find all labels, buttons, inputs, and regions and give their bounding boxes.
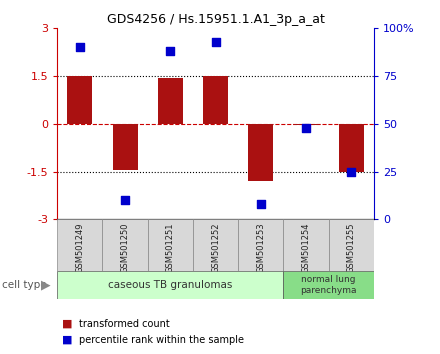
Text: GSM501254: GSM501254: [301, 222, 311, 273]
Bar: [148, 219, 193, 271]
Text: GSM501252: GSM501252: [211, 222, 220, 273]
Text: ▶: ▶: [41, 279, 51, 291]
Bar: [158, 78, 183, 124]
Bar: [193, 219, 238, 271]
Title: GDS4256 / Hs.15951.1.A1_3p_a_at: GDS4256 / Hs.15951.1.A1_3p_a_at: [106, 13, 325, 26]
Point: [76, 45, 83, 50]
Bar: [283, 271, 374, 299]
Bar: [57, 271, 283, 299]
Bar: [57, 219, 103, 271]
Text: caseous TB granulomas: caseous TB granulomas: [108, 280, 232, 290]
Bar: [67, 76, 92, 124]
Bar: [283, 219, 329, 271]
Text: normal lung
parenchyma: normal lung parenchyma: [301, 275, 357, 295]
Point: [212, 39, 219, 45]
Text: GSM501255: GSM501255: [347, 222, 356, 273]
Text: percentile rank within the sample: percentile rank within the sample: [79, 335, 244, 345]
Text: transformed count: transformed count: [79, 319, 170, 329]
Text: ■: ■: [62, 335, 72, 345]
Point: [167, 48, 174, 54]
Bar: [113, 124, 138, 170]
Bar: [293, 124, 319, 125]
Bar: [238, 219, 283, 271]
Text: ■: ■: [62, 319, 72, 329]
Text: cell type: cell type: [2, 280, 47, 290]
Text: GSM501249: GSM501249: [75, 222, 84, 273]
Text: GSM501250: GSM501250: [121, 222, 130, 273]
Text: GSM501253: GSM501253: [257, 222, 265, 273]
Bar: [203, 76, 228, 124]
Point: [257, 201, 264, 207]
Point: [121, 198, 128, 203]
Bar: [249, 124, 273, 181]
Text: GSM501251: GSM501251: [166, 222, 175, 273]
Bar: [103, 219, 148, 271]
Bar: [329, 219, 374, 271]
Bar: [339, 124, 364, 172]
Point: [303, 125, 310, 131]
Point: [348, 169, 355, 175]
